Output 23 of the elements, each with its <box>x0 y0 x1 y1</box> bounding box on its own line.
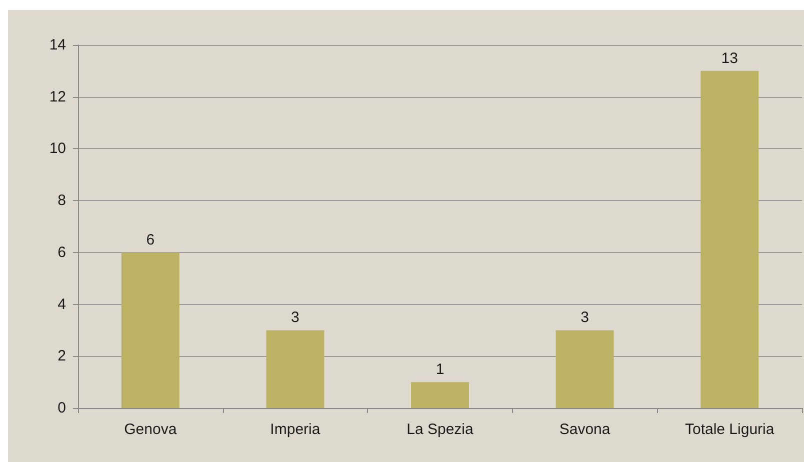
y-tick-label: 14 <box>49 36 66 54</box>
x-tick-label: Totale Liguria <box>684 421 775 438</box>
y-tick-label: 0 <box>58 400 66 416</box>
x-tick-label: Genova <box>124 421 178 438</box>
y-tick-label: 8 <box>58 192 66 210</box>
data-label: 3 <box>580 309 589 326</box>
y-tick-label: 4 <box>58 296 66 313</box>
y-tick-label: 12 <box>49 88 66 106</box>
bar <box>411 382 469 408</box>
y-tick-label: 10 <box>49 140 66 158</box>
x-tick-label: Savona <box>559 421 611 438</box>
y-tick-label: 6 <box>58 244 66 261</box>
bar <box>700 70 759 408</box>
x-tick-label: Imperia <box>270 421 321 438</box>
data-label: 13 <box>721 50 738 67</box>
data-label: 3 <box>291 309 300 326</box>
bar <box>121 252 180 408</box>
x-tick-label: La Spezia <box>406 421 474 438</box>
data-label: 6 <box>146 231 155 248</box>
bar <box>556 330 614 408</box>
y-tick-label: 2 <box>58 348 66 365</box>
bar <box>266 330 324 408</box>
data-label: 1 <box>436 361 444 378</box>
